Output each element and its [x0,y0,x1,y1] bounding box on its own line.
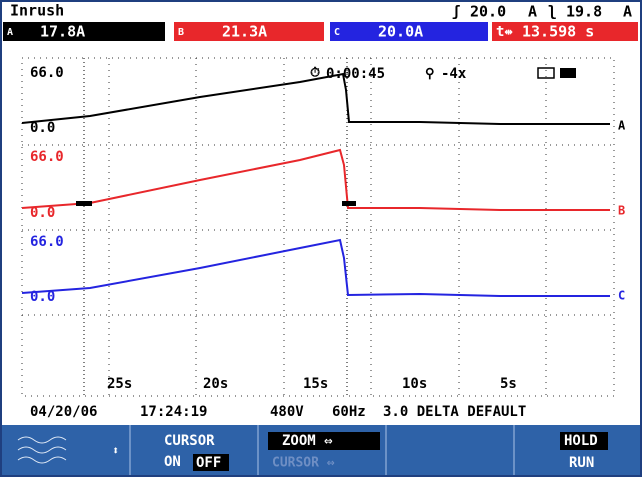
trace-top-label: 66.0 [30,234,64,250]
grid [22,58,614,396]
waveform-icon[interactable] [17,436,67,464]
off-highlight [193,454,229,471]
voltage: 480V [270,404,304,420]
trace-c [21,238,610,297]
trace-top-label: 66.0 [30,149,64,165]
softkey-cursor-move[interactable]: CURSOR ⇔ [272,456,335,471]
softkey-dividers [129,425,515,475]
reading: 20.0A [378,23,423,41]
zoom: -4x [441,66,467,82]
trace-name: B [618,204,625,218]
trace-zero-label: 0.0 [30,205,55,221]
phase: B [178,27,184,38]
softkey-hold[interactable]: HOLD [564,433,598,449]
time-label: 5s [500,376,517,392]
softkey-on[interactable]: ON [164,454,181,470]
trace-a [21,72,610,125]
cursor2-symbol: ʅ [548,4,556,20]
time-label: 20s [203,376,228,392]
cursor2: 19.8 [566,3,602,21]
time: 17:24:19 [140,404,207,420]
updown-icon[interactable]: ⬍ [112,444,119,458]
reading-box [330,22,488,41]
reading: 17.8A [40,23,85,41]
cursor-marker [76,201,92,206]
config: 3.0 DELTA DEFAULT [383,404,526,420]
plot-area: 66.0 0.0 66.0 0.0 66.0 0.0 A B C ⏱ 0:00:… [21,57,626,397]
trace-zero-label: 0.0 [30,289,55,305]
trace-top-label: 66.0 [30,65,64,81]
softkey-cursor[interactable]: CURSOR [164,433,215,449]
cursor2-unit: A [623,3,632,21]
battery-icon [537,67,555,79]
date: 04/20/06 [30,404,97,420]
reading: 13.598 s [522,23,594,41]
hold-highlight [560,432,608,450]
power-icon [560,68,576,78]
softkey-zoom[interactable]: ZOOM ⇔ [282,433,333,449]
zoom-icon: ⚲ [425,67,435,82]
phase: A [7,27,13,38]
trace-name: A [618,119,626,133]
cursor-lines [83,58,348,396]
time-label: 15s [303,376,328,392]
cursor-marker [342,201,356,206]
softkey-run[interactable]: RUN [569,455,594,471]
time-label: 25s [107,376,132,392]
reading-box [174,22,324,41]
cursor1: 20.0 [470,3,506,21]
reading-box [3,22,165,41]
cursor1-symbol: ʃ [452,4,460,20]
trace-b [21,148,610,211]
frequency: 60Hz [332,404,366,420]
trace-zero-label: 0.0 [30,120,55,136]
reading-box [492,22,638,41]
phase: C [334,27,340,38]
reading: 21.3A [222,23,267,41]
title: Inrush [10,2,64,20]
timer-icon: ⏱ [310,66,320,81]
trace-name: C [618,289,625,303]
phase: t⇹ [496,24,513,40]
time-label: 10s [402,376,427,392]
zoom-highlight [268,432,380,450]
softkey-off[interactable]: OFF [196,455,221,471]
cursor1-unit: A [528,3,537,21]
timer: 0:00:45 [326,66,385,82]
